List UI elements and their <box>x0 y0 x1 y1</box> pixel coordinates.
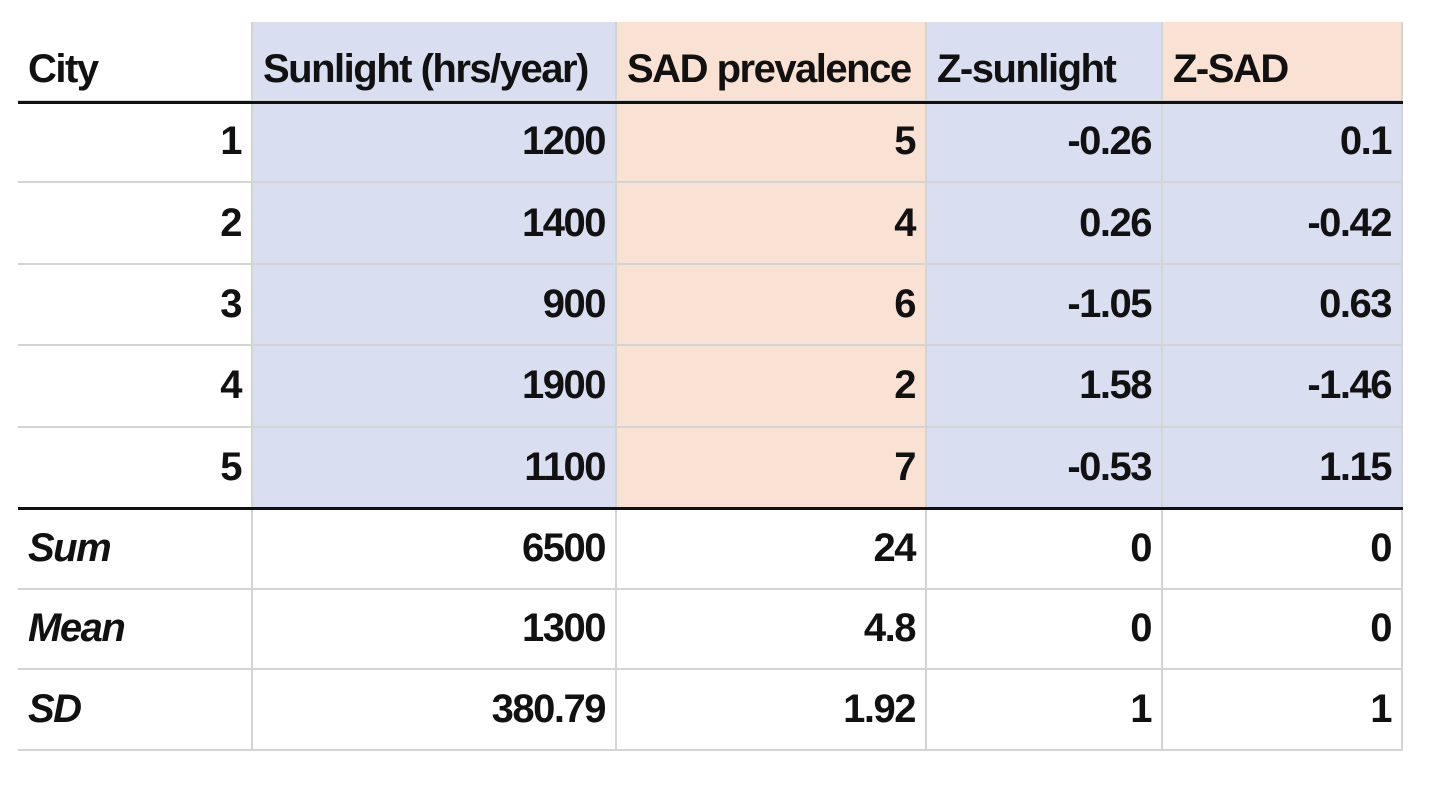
column-header: Z-SAD <box>1163 22 1403 102</box>
summary-cell: 4.8 <box>617 589 927 670</box>
data-cell: 1.58 <box>927 346 1163 428</box>
data-cell: 1.15 <box>1163 427 1403 509</box>
data-cell: 1400 <box>253 183 617 265</box>
data-cell: 2 <box>18 183 253 265</box>
data-cell: 0.63 <box>1163 264 1403 347</box>
column-header: City <box>18 22 253 102</box>
data-cell: -1.46 <box>1163 346 1403 428</box>
data-cell: -1.05 <box>927 264 1163 347</box>
data-cell: 4 <box>18 346 253 428</box>
data-cell: 1 <box>18 102 253 184</box>
summary-label: SD <box>18 670 253 751</box>
summary-cell: 0 <box>1163 509 1403 590</box>
data-cell: -0.53 <box>927 427 1163 509</box>
data-cell: -0.42 <box>1163 183 1403 265</box>
column-header: Z-sunlight <box>927 22 1163 102</box>
data-cell: 4 <box>617 183 927 265</box>
data-cell: 1900 <box>253 346 617 428</box>
summary-cell: 1300 <box>253 589 617 670</box>
summary-cell: 24 <box>617 509 927 590</box>
summary-cell: 6500 <box>253 509 617 590</box>
summary-cell: 0 <box>1163 589 1403 670</box>
data-cell: 2 <box>617 346 927 428</box>
summary-cell: 0 <box>927 589 1163 670</box>
data-cell: 1100 <box>253 427 617 509</box>
data-cell: 0.1 <box>1163 102 1403 184</box>
data-cell: 900 <box>253 264 617 347</box>
data-cell: 7 <box>617 427 927 509</box>
summary-rule <box>18 507 1403 510</box>
column-header: SAD prevalence <box>617 22 927 102</box>
summary-label: Sum <box>18 509 253 590</box>
column-header: Sunlight (hrs/year) <box>253 22 617 102</box>
summary-cell: 0 <box>927 509 1163 590</box>
data-cell: 6 <box>617 264 927 347</box>
data-cell: 1200 <box>253 102 617 184</box>
data-cell: 3 <box>18 264 253 347</box>
data-cell: -0.26 <box>927 102 1163 184</box>
summary-cell: 1 <box>927 670 1163 751</box>
summary-cell: 1.92 <box>617 670 927 751</box>
data-cell: 5 <box>617 102 927 184</box>
data-cell: 5 <box>18 427 253 509</box>
summary-cell: 380.79 <box>253 670 617 751</box>
summary-label: Mean <box>18 589 253 670</box>
header-rule <box>18 101 1403 104</box>
data-cell: 0.26 <box>927 183 1163 265</box>
summary-cell: 1 <box>1163 670 1403 751</box>
